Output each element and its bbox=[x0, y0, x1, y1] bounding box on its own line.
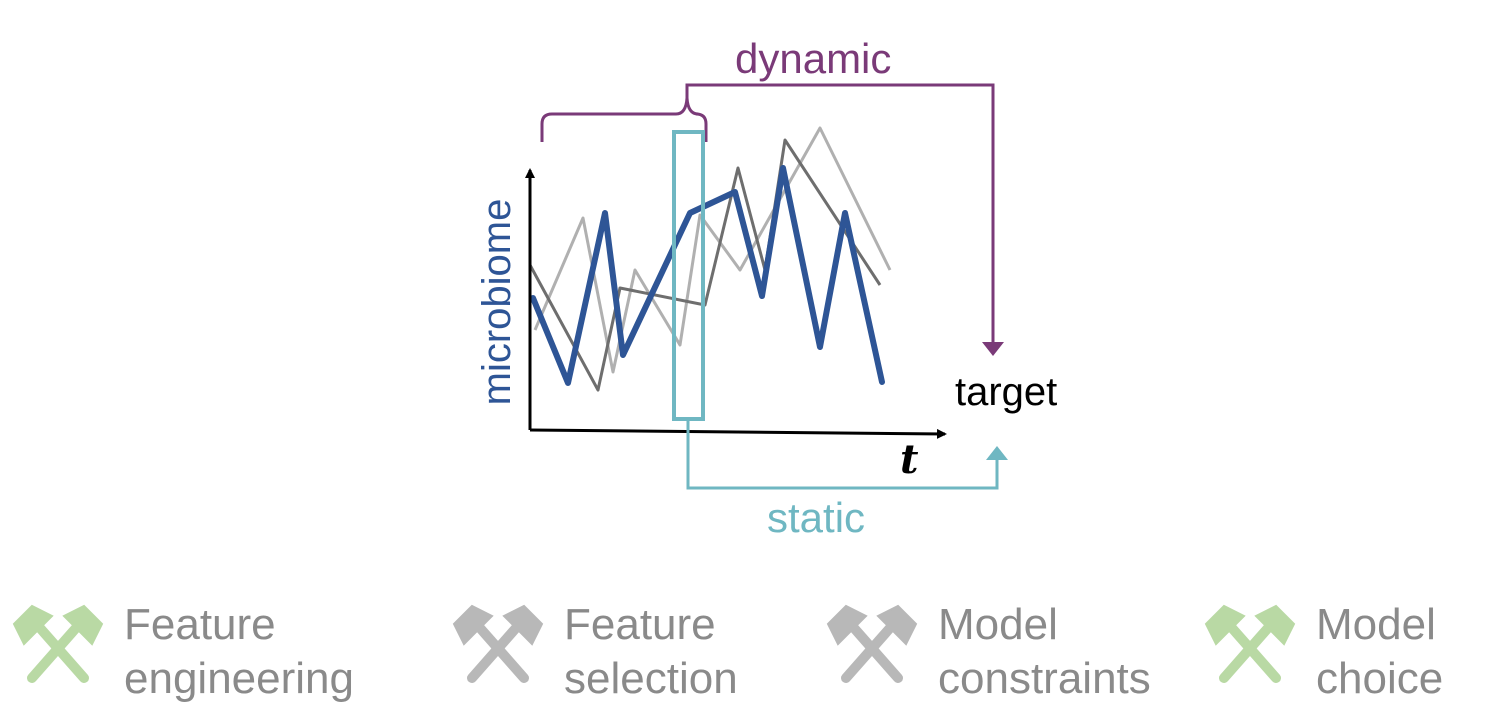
dynamic-arrow bbox=[685, 83, 995, 345]
hammer-pick-icon bbox=[1204, 604, 1296, 683]
legend-line1: Feature bbox=[564, 600, 716, 649]
legend-line1: Model bbox=[1316, 600, 1436, 649]
series-dark-grey bbox=[528, 138, 882, 392]
static-window bbox=[672, 130, 705, 421]
series-microbiome bbox=[530, 165, 885, 386]
legend-line2: choice bbox=[1316, 654, 1444, 703]
legend-line1: Feature bbox=[124, 600, 276, 649]
dynamic-label: dynamic bbox=[735, 35, 892, 82]
static-arrowhead bbox=[986, 446, 1008, 460]
hammer-pick-icon bbox=[452, 604, 544, 683]
x-axis-label: t bbox=[900, 436, 919, 483]
static-arrow bbox=[686, 419, 999, 490]
target-label: target bbox=[955, 370, 1058, 414]
hammer-pick-icon bbox=[12, 604, 104, 683]
static-label: static bbox=[767, 494, 866, 541]
legend-line2: selection bbox=[564, 654, 738, 703]
legend-line2: engineering bbox=[124, 654, 354, 703]
time-series-diagram bbox=[525, 83, 1008, 490]
legend-line2: constraints bbox=[938, 654, 1151, 703]
dynamic-brace bbox=[540, 97, 708, 142]
dynamic-arrowhead bbox=[982, 342, 1004, 356]
y-axis-label: microbiome bbox=[475, 198, 519, 406]
x-axis bbox=[529, 428, 947, 439]
legend-line1: Model bbox=[938, 600, 1058, 649]
hammer-pick-icon bbox=[826, 604, 918, 683]
